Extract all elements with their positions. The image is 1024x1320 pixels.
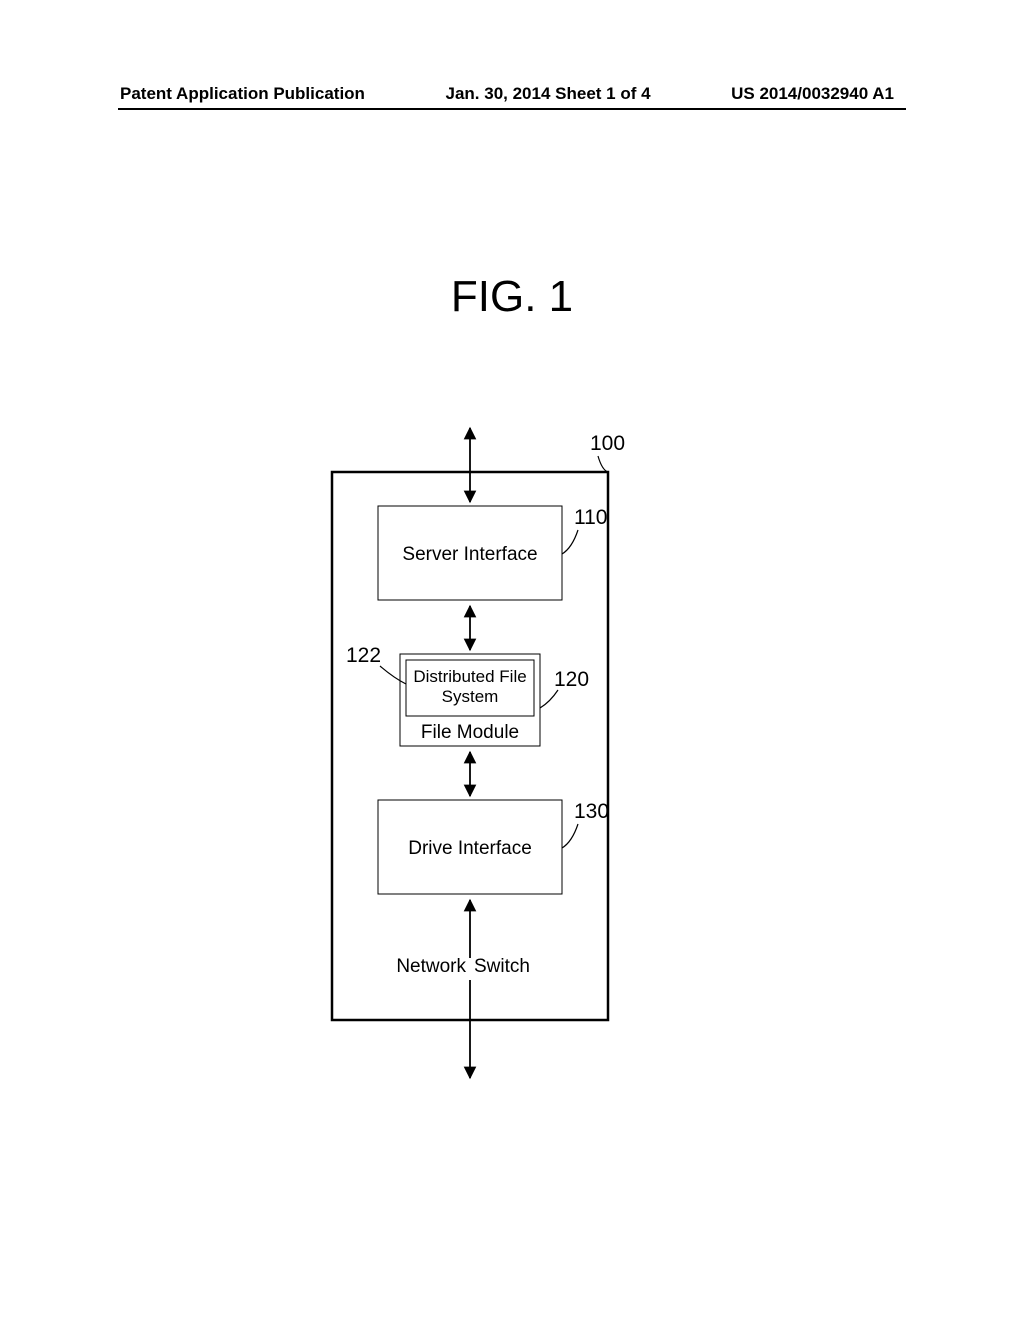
figure-title: FIG. 1 [0, 272, 1024, 322]
diagram-svg: 100 Server Interface 110 Distributed Fil… [302, 420, 632, 1100]
ref-130-leader [562, 824, 578, 848]
drive-interface-label: Drive Interface [408, 838, 532, 859]
header-center: Jan. 30, 2014 Sheet 1 of 4 [446, 84, 651, 104]
ref-120-leader [540, 690, 558, 708]
header-left: Patent Application Publication [120, 84, 365, 104]
ref-100-leader [598, 456, 608, 472]
header-rule [118, 108, 906, 110]
ref-100: 100 [590, 432, 625, 455]
ref-122-leader [380, 666, 406, 684]
dfs-label-line1: Distributed File [413, 667, 526, 686]
diagram-container: 100 Server Interface 110 Distributed Fil… [302, 420, 632, 1100]
ref-130: 130 [574, 800, 609, 823]
ref-120: 120 [554, 668, 589, 691]
ref-110-leader [562, 530, 578, 554]
network-switch-label-right: Switch [474, 956, 530, 977]
ref-110: 110 [574, 506, 607, 529]
page-header: Patent Application Publication Jan. 30, … [0, 84, 1024, 104]
server-interface-label: Server Interface [402, 544, 537, 565]
network-switch-label-left: Network [396, 956, 466, 977]
ref-122: 122 [346, 644, 381, 667]
file-module-label: File Module [421, 722, 519, 743]
header-right: US 2014/0032940 A1 [731, 84, 894, 104]
dfs-label-line2: System [442, 687, 499, 706]
page: Patent Application Publication Jan. 30, … [0, 0, 1024, 1320]
